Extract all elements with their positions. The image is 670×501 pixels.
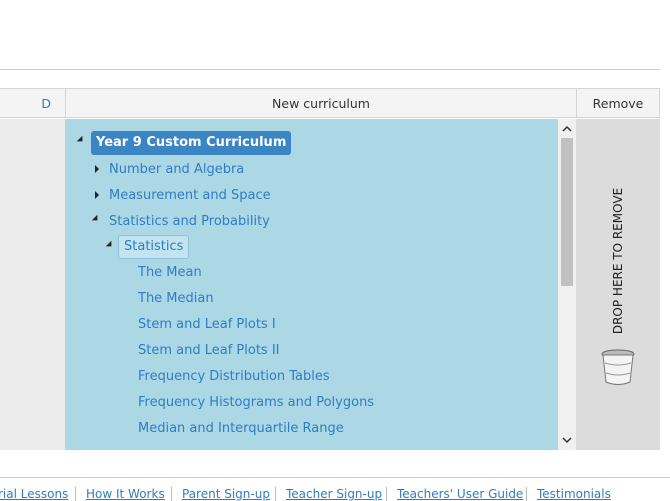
- tree-item[interactable]: Measurement and Space: [109, 188, 271, 203]
- left-panel: [0, 119, 65, 450]
- footer-link[interactable]: Testimonials: [537, 487, 611, 501]
- separator: [171, 487, 172, 501]
- tree-root[interactable]: Year 9 Custom Curriculum: [91, 131, 292, 155]
- tree-item[interactable]: Number and Algebra: [109, 162, 245, 177]
- footer-link[interactable]: Parent Sign-up: [182, 487, 270, 501]
- drop-zone[interactable]: DROP HERE TO REMOVE: [576, 119, 660, 450]
- expander[interactable]: [105, 240, 115, 250]
- tree-item[interactable]: Stem and Leaf Plots I: [138, 317, 276, 332]
- separator: [75, 487, 76, 501]
- tree-panel: Year 9 Custom Curriculum Number and Alge…: [65, 119, 558, 450]
- expander[interactable]: [91, 214, 101, 224]
- tree-item[interactable]: The Median: [138, 291, 214, 306]
- drop-label: DROP HERE TO REMOVE: [611, 187, 625, 335]
- footer-link[interactable]: rial Lessons: [0, 487, 69, 501]
- tree-item[interactable]: Statistics and Probability: [109, 214, 270, 229]
- trash-icon: [601, 349, 635, 385]
- expander[interactable]: [76, 135, 86, 145]
- tree-item[interactable]: Frequency Distribution Tables: [138, 369, 330, 384]
- tree-item[interactable]: The Mean: [138, 265, 202, 280]
- footer-link[interactable]: Teachers' User Guide: [397, 487, 524, 501]
- separator: [386, 487, 387, 501]
- expander[interactable]: [95, 191, 99, 199]
- expander[interactable]: [95, 165, 99, 173]
- lookup-header[interactable]: D lookup: [0, 88, 66, 141]
- remove-header: Remove: [576, 88, 660, 118]
- tree-item[interactable]: Frequency Histograms and Polygons: [138, 395, 375, 410]
- scrollbar[interactable]: [558, 119, 576, 450]
- separator: [526, 487, 527, 501]
- tree-item[interactable]: Stem and Leaf Plots II: [138, 343, 280, 358]
- divider: [0, 69, 660, 70]
- footer-link[interactable]: How It Works: [86, 487, 165, 501]
- tree-item[interactable]: Statistics: [118, 235, 190, 259]
- curriculum-header: New curriculum: [65, 88, 577, 118]
- tree-item[interactable]: Median and Interquartile Range: [138, 421, 344, 436]
- footer-divider: [0, 477, 670, 478]
- separator: [275, 487, 276, 501]
- footer-link[interactable]: Teacher Sign-up: [286, 487, 383, 501]
- scrollbar-graphics: [561, 125, 573, 444]
